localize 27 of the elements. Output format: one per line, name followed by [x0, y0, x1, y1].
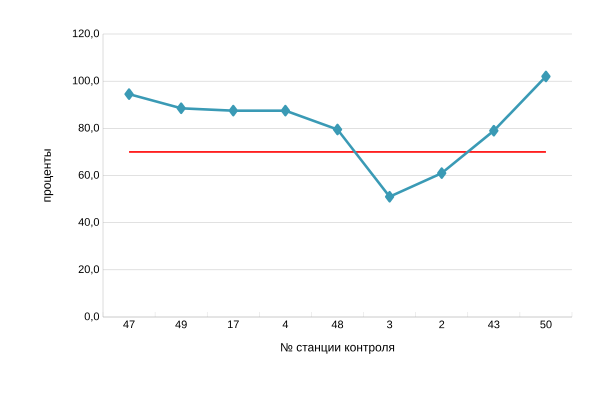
y-tick-label: 0,0: [84, 312, 100, 322]
y-tick-label: 20,0: [78, 265, 100, 274]
point: [541, 70, 551, 82]
x-tick-label: 4: [282, 320, 288, 328]
y-tick-label: 60,0: [78, 170, 100, 180]
x-tick-label: 48: [332, 320, 344, 328]
x-tick-label: 43: [488, 320, 500, 328]
point: [489, 124, 498, 136]
y-tick-label: 80,0: [78, 124, 100, 133]
y-axis-title: проценты: [44, 149, 54, 202]
x-tick-label: 17: [228, 320, 239, 328]
point: [176, 102, 186, 114]
y-tick-label: 40,0: [78, 218, 100, 228]
point: [437, 167, 446, 179]
point: [124, 88, 134, 100]
point: [228, 104, 238, 116]
y-tick-label: 120,0: [72, 29, 100, 39]
x-axis-title: № станции контроля: [281, 343, 394, 354]
x-tick-label: 50: [540, 320, 552, 328]
x-tick-label: 3: [386, 320, 392, 328]
point: [332, 124, 342, 136]
y-tick-label: 100,0: [72, 76, 100, 86]
x-tick-label: 2: [439, 320, 444, 328]
x-tick-label: 49: [175, 320, 187, 328]
point: [280, 104, 290, 116]
x-tick-label: 47: [123, 320, 135, 328]
point: [384, 190, 394, 202]
